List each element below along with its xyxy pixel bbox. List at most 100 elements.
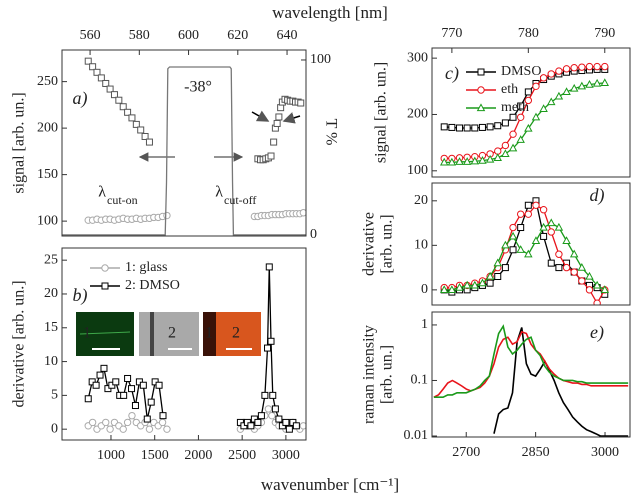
y-tick-label: 0 <box>51 421 58 436</box>
marker <box>547 97 556 106</box>
plot-area <box>433 324 629 437</box>
marker <box>163 425 171 433</box>
marker <box>455 282 464 291</box>
marker <box>271 405 279 413</box>
marker <box>106 85 114 93</box>
marker <box>493 258 502 267</box>
series-line <box>444 82 605 163</box>
marker <box>470 156 480 165</box>
marker <box>267 152 275 160</box>
marker <box>476 103 486 112</box>
plot-area <box>439 62 610 166</box>
annotation: λ <box>98 184 106 201</box>
marker <box>292 422 300 430</box>
series-line <box>444 204 606 305</box>
marker <box>145 425 154 433</box>
marker <box>501 149 510 158</box>
series-line <box>444 222 606 291</box>
x2-tick-label: 580 <box>129 28 150 43</box>
inset-detail <box>203 312 216 356</box>
plot-area <box>84 263 306 433</box>
annotation-sub: cut-on <box>107 193 138 207</box>
marker <box>493 153 502 161</box>
y-tick-label: 20 <box>414 193 428 208</box>
x-tick-label: 2700 <box>452 445 480 460</box>
marker <box>159 412 167 420</box>
marker <box>539 222 548 231</box>
marker <box>569 249 579 258</box>
series-line <box>444 68 605 129</box>
marker <box>269 391 277 399</box>
marker <box>539 74 548 82</box>
plot-frame <box>431 311 631 438</box>
marker <box>554 222 564 231</box>
legend-label: meth <box>501 100 529 115</box>
x-tick-label: 1000 <box>97 448 125 463</box>
y-tick-label: 20 <box>44 286 58 301</box>
y-tick-label: 0 <box>421 282 428 297</box>
marker <box>261 391 269 399</box>
plot-frame <box>61 49 307 237</box>
marker <box>297 99 305 107</box>
marker <box>447 285 457 293</box>
marker <box>115 96 123 104</box>
marker <box>547 228 555 236</box>
marker <box>592 280 602 289</box>
top-axis-title: wavelength [nm] <box>272 3 388 22</box>
marker <box>577 81 587 90</box>
bottom-axis-title: wavenumber [cm⁻¹] <box>261 475 399 494</box>
marker <box>578 63 586 71</box>
marker <box>524 96 533 105</box>
x-tick-label: 3000 <box>591 445 619 460</box>
marker <box>147 398 155 406</box>
marker <box>509 130 517 138</box>
marker <box>471 124 479 132</box>
marker <box>270 138 278 146</box>
marker <box>532 82 540 91</box>
marker <box>501 141 510 150</box>
y-axis-title: signal [arb. un.] <box>11 92 28 193</box>
marker <box>501 119 509 127</box>
marker <box>267 337 275 345</box>
marker <box>462 157 472 165</box>
marker <box>282 418 290 426</box>
marker <box>478 156 487 164</box>
marker <box>547 259 555 267</box>
marker <box>524 210 533 218</box>
marker <box>456 124 464 132</box>
marker <box>524 249 533 258</box>
marker <box>555 67 563 75</box>
panel-label: e) <box>590 322 604 343</box>
marker <box>97 74 105 82</box>
marker <box>486 279 494 287</box>
marker <box>119 425 127 433</box>
marker <box>554 91 564 100</box>
panel-label: a) <box>73 88 88 109</box>
y-axis-title: [arb. un.] <box>379 214 396 273</box>
marker <box>540 232 548 240</box>
marker <box>509 246 517 254</box>
series-line <box>433 324 629 398</box>
x-tick-label: 2500 <box>228 448 256 463</box>
marker <box>84 57 92 65</box>
y-axis-title: derivative [arb. un.] <box>11 280 28 407</box>
marker <box>486 123 494 131</box>
inset-detail <box>150 312 154 356</box>
marker <box>516 210 525 218</box>
y-axis-title: [arb. un.] <box>379 345 396 404</box>
marker <box>141 132 149 140</box>
marker <box>96 371 104 379</box>
plot-frame <box>61 247 307 441</box>
inset-label: 2 <box>168 325 176 342</box>
x2-tick-label: 790 <box>594 26 615 41</box>
marker <box>89 63 97 71</box>
marker <box>585 62 594 71</box>
y2-axis-title: T % <box>322 119 339 146</box>
marker <box>593 299 601 305</box>
y2-tick-label: 0 <box>310 227 317 242</box>
marker <box>562 65 571 73</box>
marker <box>128 411 136 420</box>
panel-label: b) <box>73 285 88 306</box>
inset-detail <box>79 331 131 335</box>
marker <box>155 381 163 389</box>
